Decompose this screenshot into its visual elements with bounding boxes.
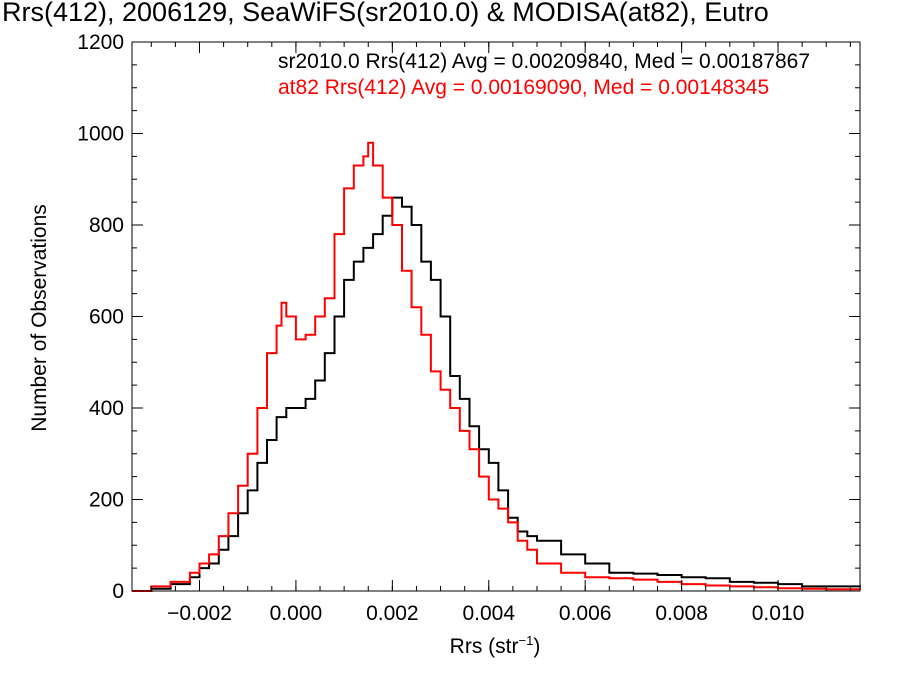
x-tick-label-2: 0.002 <box>366 602 419 625</box>
y-tick-label-0: 0 <box>112 580 124 603</box>
y-tick-label-6: 1200 <box>77 31 124 54</box>
x-tick-label-1: 0.000 <box>270 602 323 625</box>
annotation-sr2010: sr2010.0 Rrs(412) Avg = 0.00209840, Med … <box>278 50 811 73</box>
x-axis-label-close: ) <box>533 635 541 658</box>
x-axis-label-exponent: −1 <box>518 633 534 648</box>
x-axis-label: Rrs (str−1) <box>450 633 541 659</box>
x-tick-label-4: 0.006 <box>559 602 612 625</box>
y-tick-label-3: 600 <box>89 306 124 329</box>
chart-title: Rrs(412), 2006129, SeaWiFS(sr2010.0) & M… <box>2 0 769 27</box>
plot-frame <box>131 41 861 592</box>
x-axis-label-text: Rrs (str <box>449 635 519 658</box>
series-line-0 <box>132 196 861 592</box>
x-tick-label-5: 0.008 <box>655 602 708 625</box>
y-tick-label-5: 1000 <box>77 123 124 146</box>
y-tick-label-4: 800 <box>89 214 124 237</box>
series-line-1 <box>132 141 861 592</box>
y-tick-label-2: 400 <box>89 397 124 420</box>
y-tick-label-1: 200 <box>89 489 124 512</box>
x-tick-label-0: −0.002 <box>167 602 232 625</box>
x-tick-label-6: 0.010 <box>752 602 805 625</box>
x-tick-label-3: 0.004 <box>462 602 515 625</box>
annotation-at82: at82 Rrs(412) Avg = 0.00169090, Med = 0.… <box>278 76 770 99</box>
